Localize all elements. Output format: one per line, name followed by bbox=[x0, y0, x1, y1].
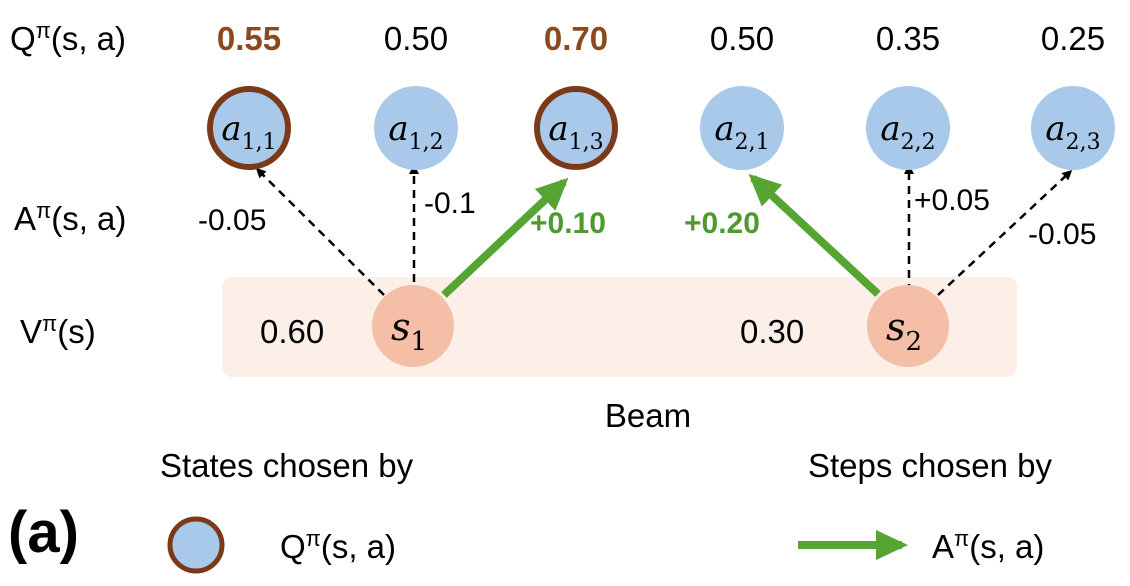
q-value-a11: 0.55 bbox=[217, 20, 281, 57]
svg-text:s2: s2 bbox=[886, 305, 922, 357]
svg-text:a1,2: a1,2 bbox=[388, 109, 443, 155]
legend-states-metric: Qπ(s, a) bbox=[280, 526, 396, 565]
v-value-s1: 0.60 bbox=[260, 313, 324, 350]
action-node-a13: a1,3 bbox=[534, 86, 618, 170]
q-value-a21: 0.50 bbox=[710, 20, 774, 57]
action-node-a21: a2,1 bbox=[700, 86, 784, 170]
action-node-a22: a2,2 bbox=[866, 86, 950, 170]
beam-label: Beam bbox=[605, 397, 691, 434]
q-value-a13: 0.70 bbox=[544, 20, 608, 57]
edge-s1-a13-chosen bbox=[441, 177, 569, 298]
svg-text:a1,3: a1,3 bbox=[548, 109, 603, 155]
q-row-label: Qπ(s, a) bbox=[10, 18, 126, 57]
a-row-label: Aπ(s, a) bbox=[14, 198, 126, 237]
v-row-label: Vπ(s) bbox=[20, 311, 96, 350]
legend-chosen-state-swatch bbox=[167, 516, 225, 574]
legend-steps-text: Steps chosen by bbox=[808, 447, 1052, 484]
edge-s2-a23 bbox=[937, 169, 1073, 296]
svg-text:s1: s1 bbox=[391, 305, 427, 357]
svg-text:a2,3: a2,3 bbox=[1045, 109, 1100, 155]
adv-label-a13: +0.10 bbox=[530, 207, 606, 240]
q-value-a12: 0.50 bbox=[384, 20, 448, 57]
svg-text:a2,1: a2,1 bbox=[714, 109, 769, 155]
q-value-a22: 0.35 bbox=[876, 20, 940, 57]
adv-label-a12: -0.1 bbox=[424, 187, 476, 220]
state-node-s2: s2 bbox=[867, 285, 949, 367]
adv-label-a23: -0.05 bbox=[1028, 218, 1096, 251]
action-node-a11: a1,1 bbox=[207, 86, 291, 170]
action-node-a12: a1,2 bbox=[374, 86, 458, 170]
legend-states-text: States chosen by bbox=[160, 447, 414, 484]
action-node-a23: a2,3 bbox=[1031, 86, 1115, 170]
legend-steps-metric: Aπ(s, a) bbox=[932, 526, 1044, 565]
adv-label-a21: +0.20 bbox=[684, 207, 760, 240]
panel-label: (a) bbox=[8, 500, 79, 565]
state-node-s1: s1 bbox=[372, 285, 454, 367]
adv-label-a22: +0.05 bbox=[914, 184, 990, 217]
v-value-s2: 0.30 bbox=[740, 313, 804, 350]
q-value-a23: 0.25 bbox=[1041, 20, 1105, 57]
svg-text:a1,1: a1,1 bbox=[221, 109, 276, 155]
svg-text:a2,2: a2,2 bbox=[880, 109, 935, 155]
adv-label-a11: -0.05 bbox=[198, 204, 266, 237]
edge-s2-a21-chosen bbox=[748, 173, 881, 297]
edge-s1-a11 bbox=[255, 167, 385, 296]
